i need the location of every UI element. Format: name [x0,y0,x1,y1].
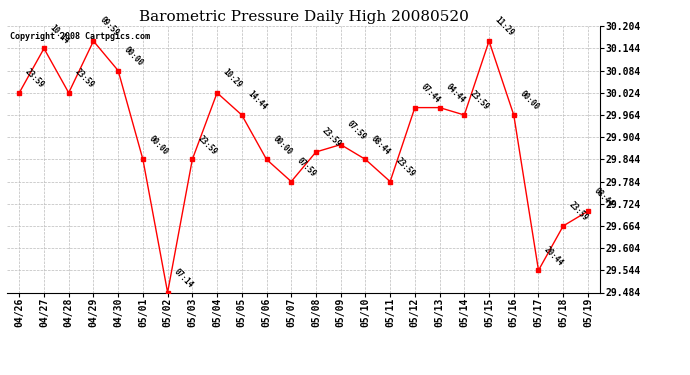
Text: 07:44: 07:44 [419,82,442,105]
Text: 07:59: 07:59 [295,156,318,179]
Text: 23:59: 23:59 [394,156,417,179]
Text: 10:14: 10:14 [48,23,71,46]
Text: 10:29: 10:29 [221,68,244,90]
Text: 23:59: 23:59 [567,201,590,223]
Text: 14:44: 14:44 [246,90,268,112]
Text: 11:29: 11:29 [493,15,516,38]
Text: 00:00: 00:00 [122,45,145,68]
Title: Barometric Pressure Daily High 20080520: Barometric Pressure Daily High 20080520 [139,10,469,24]
Text: Copyright 2008 Cartpgics.com: Copyright 2008 Cartpgics.com [10,32,150,40]
Text: 09:59: 09:59 [97,15,120,38]
Text: 00:00: 00:00 [518,90,541,112]
Text: 00:00: 00:00 [147,134,170,157]
Text: 07:59: 07:59 [345,119,368,142]
Text: 07:14: 07:14 [172,267,195,290]
Text: 23:59: 23:59 [320,126,343,149]
Text: 00:00: 00:00 [270,134,293,157]
Text: 08:44: 08:44 [370,134,393,157]
Text: 23:59: 23:59 [73,68,96,90]
Text: 23:59: 23:59 [469,90,491,112]
Text: 23:59: 23:59 [23,68,46,90]
Text: 20:44: 20:44 [542,245,565,267]
Text: 08:44: 08:44 [592,186,615,209]
Text: 04:44: 04:44 [444,82,466,105]
Text: 23:59: 23:59 [197,134,219,157]
